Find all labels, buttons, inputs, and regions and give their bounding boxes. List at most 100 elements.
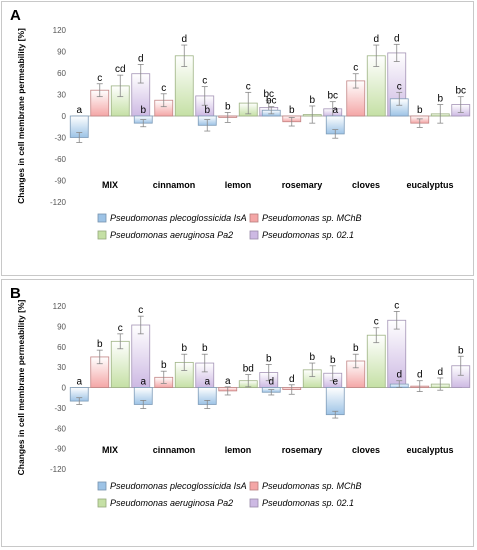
significance-label: b [202,343,208,354]
significance-label: d [437,367,443,378]
significance-label: b [181,343,187,354]
y-tick-label: 120 [53,302,67,311]
legend-label: Pseudomonas sp. 02.1 [262,230,354,240]
significance-label: a [76,377,82,388]
x-tick-label: cinnamon [153,180,196,190]
y-tick-label: -90 [54,445,66,454]
significance-label: d [394,33,400,44]
y-tick-label: -60 [54,424,66,433]
significance-label: a [76,105,82,116]
significance-label: c [394,300,399,311]
significance-label: c [374,317,379,328]
panel-label: B [10,285,21,302]
legend-label: Pseudomonas sp. 02.1 [262,498,354,508]
significance-label: b [353,343,359,354]
significance-label: bc [455,86,466,97]
significance-label: a [140,377,146,388]
x-tick-label: lemon [225,445,252,455]
significance-label: c [202,76,207,87]
legend-swatch [249,498,259,508]
y-tick-label: -60 [54,155,66,164]
significance-label: a [225,376,231,387]
significance-label: d [417,370,423,381]
y-tick-label: 90 [57,48,66,57]
y-tick-label: -30 [54,134,66,143]
significance-label: bc [266,96,277,107]
y-axis-label: Changes in cell membrane permeability [%… [16,299,26,475]
significance-label: bc [327,91,338,102]
legend-label: Pseudomonas plecoglossicida IsA [110,213,247,223]
legend-swatch [97,230,107,240]
legend-swatch [249,213,259,223]
significance-label: b [458,345,464,356]
y-tick-label: -120 [50,198,67,207]
significance-label: c [97,73,102,84]
legend-swatch [97,481,107,491]
significance-label: b [225,101,231,112]
significance-label: c [161,83,166,94]
x-tick-label: MIX [102,180,118,190]
y-tick-label: 120 [53,26,67,35]
y-tick-label: -90 [54,177,66,186]
x-tick-label: eucalyptus [406,445,453,455]
significance-label: b [309,352,315,363]
significance-label: c [246,81,251,92]
y-tick-label: 60 [57,343,66,352]
x-tick-label: MIX [102,445,118,455]
x-tick-label: cloves [352,445,380,455]
y-tick-label: 60 [57,69,66,78]
x-tick-label: rosemary [282,445,323,455]
x-tick-label: eucalyptus [406,180,453,190]
bar [325,387,345,416]
significance-label: c [138,305,143,316]
legend-label: Pseudomonas aeruginosa Pa2 [110,230,233,240]
y-tick-label: 0 [62,384,67,393]
y-tick-label: -120 [50,465,67,474]
significance-label: c [118,323,123,334]
legend-swatch [249,481,259,491]
x-tick-label: cinnamon [153,445,196,455]
y-tick-label: 0 [62,112,67,121]
significance-label: cd [115,64,126,75]
significance-label: b [140,105,146,116]
chart-panel-a: A Changes in cell membrane permeability [… [1,1,474,276]
legend-label: Pseudomonas plecoglossicida IsA [110,481,247,491]
significance-label: d [373,34,379,45]
legend-label: Pseudomonas sp. MChB [262,481,362,491]
significance-label: d [181,34,187,45]
x-tick-label: cloves [352,180,380,190]
significance-label: bd [243,364,254,375]
significance-label: b [266,353,272,364]
legend-swatch [249,230,259,240]
significance-label: d [396,370,402,381]
legend-label: Pseudomonas aeruginosa Pa2 [110,498,233,508]
significance-label: b [330,355,336,366]
legend-swatch [97,498,107,508]
significance-label: b [161,360,167,371]
significance-label: b [309,95,315,106]
significance-label: bc [263,89,274,100]
significance-label: c [397,81,402,92]
significance-label: b [204,105,210,116]
y-tick-label: 30 [57,91,66,100]
legend-label: Pseudomonas sp. MChB [262,213,362,223]
chart-a-svg: A Changes in cell membrane permeability [… [10,7,471,240]
y-tick-label: 90 [57,322,66,331]
x-tick-label: rosemary [282,180,323,190]
significance-label: b [289,105,295,116]
significance-label: a [332,105,338,116]
chart-panel-b: B Changes in cell membrane permeability [… [1,279,474,547]
significance-label: d [268,377,274,388]
significance-label: e [332,377,338,388]
significance-label: b [417,105,423,116]
significance-label: a [204,377,210,388]
significance-label: b [437,94,443,105]
x-tick-label: lemon [225,180,252,190]
y-tick-label: -30 [54,404,66,413]
y-axis-label: Changes in cell membrane permeability [%… [16,28,26,204]
significance-label: b [97,339,103,350]
significance-label: d [289,374,295,385]
panel-label: A [10,7,21,24]
significance-label: d [138,53,144,64]
